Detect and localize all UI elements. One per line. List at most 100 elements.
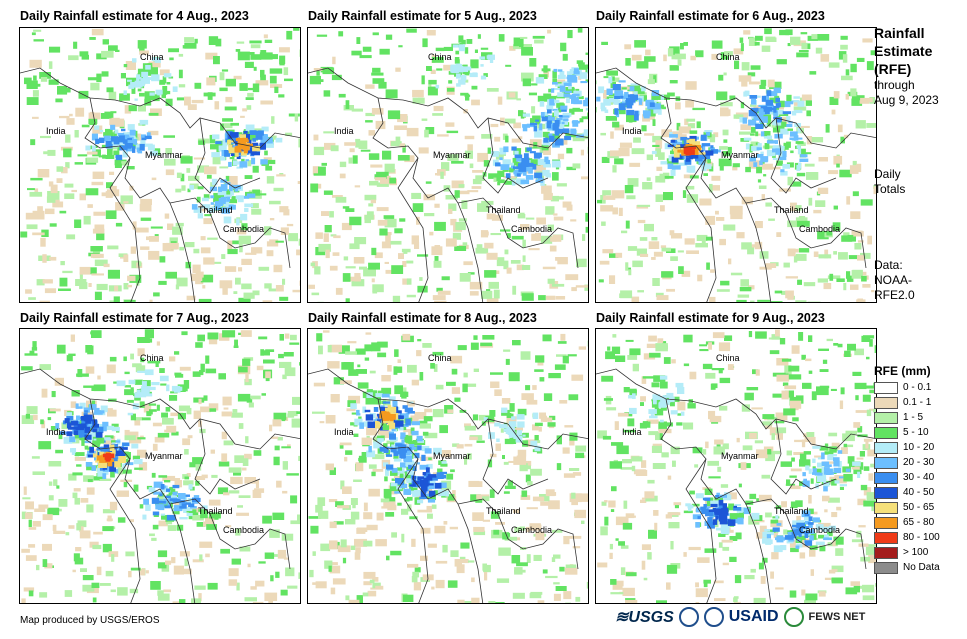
rain-cell [736,299,747,302]
rain-cell [394,349,399,357]
rain-cell [215,140,226,148]
rain-cell [68,525,75,529]
rain-cell [234,455,244,463]
rain-cell [400,436,405,440]
rain-cell [553,216,564,221]
rain-cell [657,95,661,100]
rain-cell [716,527,723,531]
rain-cell [417,254,429,257]
rain-cell [440,471,447,474]
rain-cell [386,555,390,561]
legend-label: 5 - 10 [903,427,929,438]
rain-cell [790,202,797,212]
rain-cell [643,577,648,581]
legend-item: 0.1 - 1 [874,396,964,411]
rain-cell [756,166,762,174]
rain-cell [167,525,177,531]
legend-swatch [874,382,898,394]
rain-cell [176,172,182,178]
rain-cell [394,491,401,494]
rain-cell [689,130,698,134]
rain-cell [447,409,454,414]
rain-cell [543,137,549,143]
rain-cell [196,522,206,527]
rain-cell [393,455,399,459]
rain-cell [183,380,190,389]
rain-cell [299,49,300,57]
rain-cell [773,106,777,113]
rain-cell [230,191,234,196]
rain-cell [609,150,622,157]
rain-cell [28,519,32,527]
rain-cell [312,411,325,414]
rain-cell [568,535,582,539]
rain-cell [122,139,128,144]
rain-cell [145,570,149,574]
rain-cell [138,261,142,267]
rain-cell [232,409,238,413]
rain-cell [611,76,615,81]
rain-cell [792,520,801,527]
rain-cell [170,412,183,417]
rain-cell [388,396,396,401]
country-border [660,97,772,302]
rain-cell [481,134,493,139]
rain-cell [514,527,520,533]
rain-cell [148,61,161,68]
rain-cell [279,361,292,368]
country-border [596,67,876,149]
rain-cell [217,189,227,196]
rain-cell [535,119,540,122]
rain-cell [770,571,774,579]
rain-cell [186,295,196,301]
rain-cell [92,440,101,446]
rain-cell [777,118,788,125]
rain-cell [242,358,251,366]
rain-cell [131,87,136,94]
rain-cell [417,445,422,451]
rain-cell [225,525,232,528]
rain-cell [140,357,145,363]
rain-cell [419,420,428,424]
rain-cell [245,97,254,100]
rain-cell [697,274,703,282]
rain-cell [564,567,578,575]
rain-cell [70,334,75,342]
rain-cell [610,579,617,585]
rain-cell [427,499,436,503]
rain-cell [553,88,562,91]
rain-cell [118,253,128,257]
rain-cell [677,149,684,153]
rain-cell [802,382,812,389]
rain-cell [648,241,660,249]
rain-cell [32,521,41,527]
country-border [372,398,484,603]
rain-cell [801,42,808,50]
rain-cell [533,554,542,561]
rain-cell [850,211,861,219]
rain-cell [814,455,822,458]
rain-cell [32,210,45,220]
rain-cell [208,499,221,506]
rain-cell [288,233,298,242]
rain-cell [494,422,501,427]
rain-cell [405,462,413,467]
rain-cell [572,120,579,127]
rain-cell [740,507,746,512]
country-border [20,67,300,149]
rain-cell [504,249,509,255]
rain-cell [279,47,290,53]
rain-cell [130,353,134,360]
rain-cell [136,74,141,79]
rain-cell [30,177,43,181]
rain-cell [221,69,229,72]
rain-cell [748,331,753,338]
rain-cell [496,578,510,583]
rain-cell [79,51,89,57]
rain-cell [165,495,171,498]
rain-cell [511,179,516,186]
rain-cell [819,385,830,389]
rain-cell [164,480,171,483]
rain-cell [237,393,251,402]
rain-cell [471,85,478,90]
